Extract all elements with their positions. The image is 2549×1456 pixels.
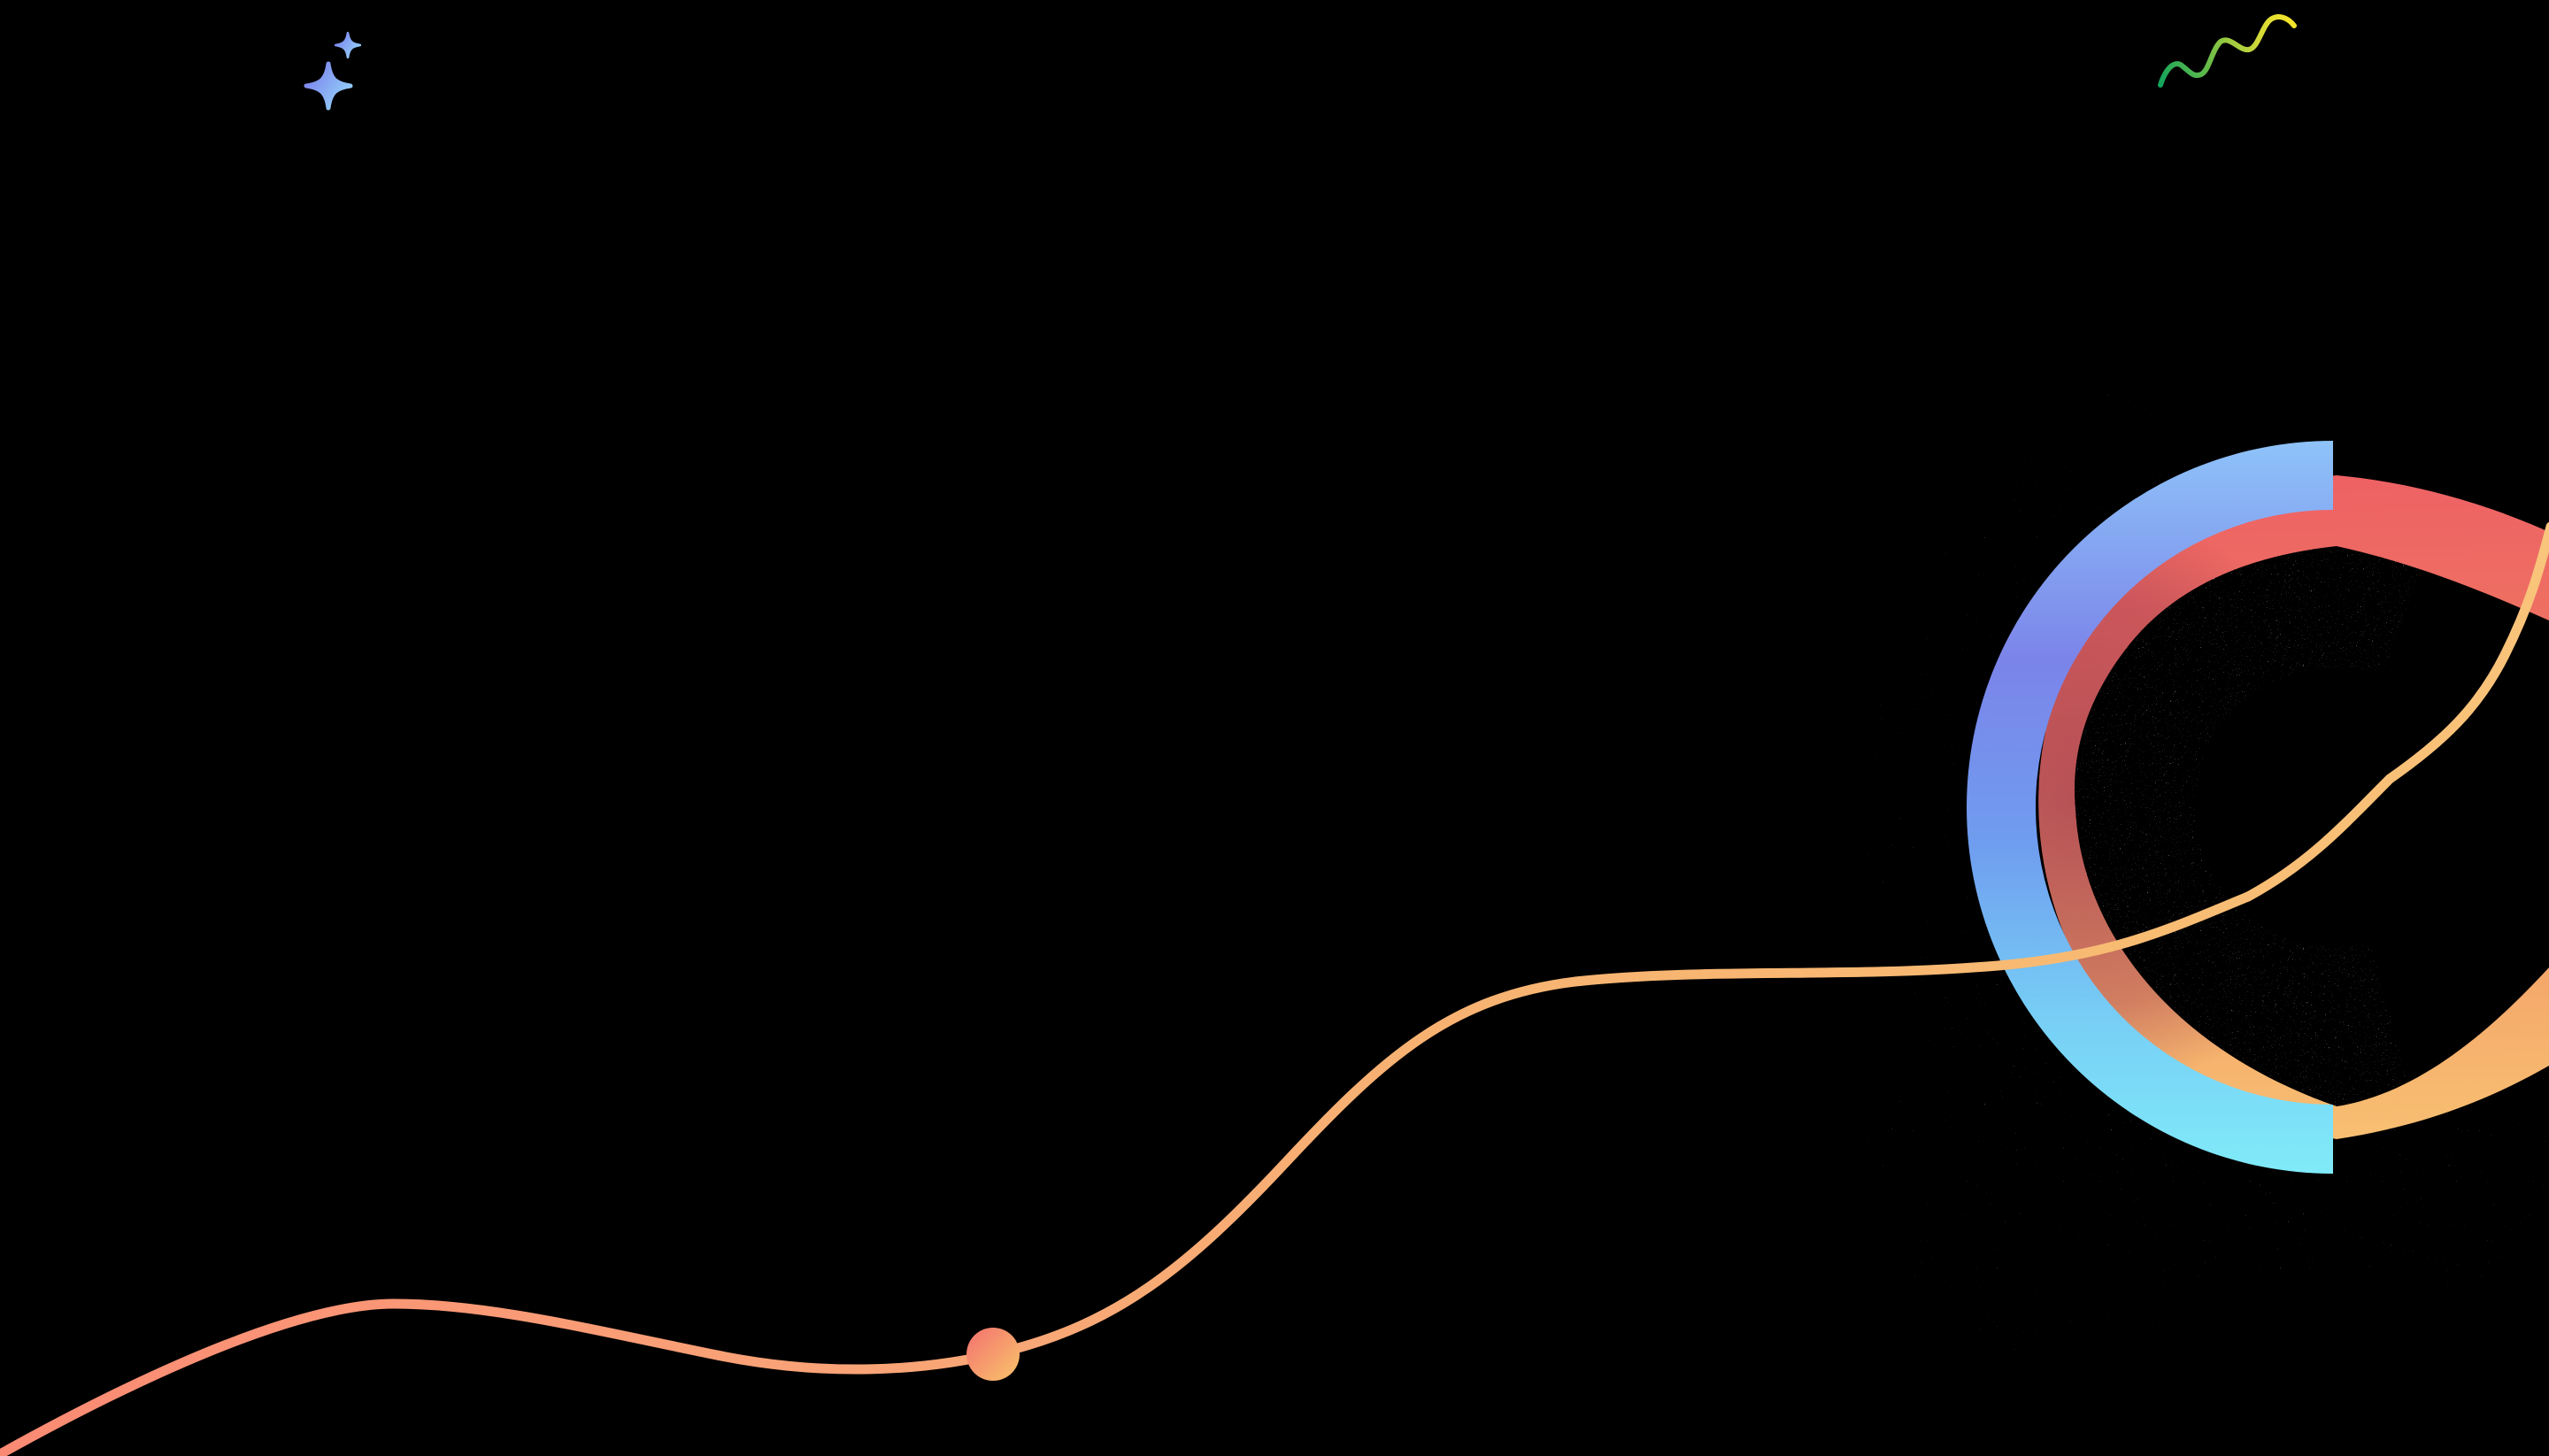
sparkle-large-icon <box>304 61 353 111</box>
line-dot <box>966 1328 1020 1381</box>
sparkle-small-icon <box>334 31 362 59</box>
ring-red-orange-arc <box>2038 475 2549 1139</box>
squiggle-icon <box>2158 14 2297 88</box>
grain-noise-cloud <box>1859 378 2549 1359</box>
grain-inner-crescent <box>2004 477 2447 1137</box>
wavy-line <box>0 521 2549 1456</box>
red-arc-left-shadow <box>2038 475 2549 1139</box>
ring-blue-arc <box>1967 441 2333 1174</box>
